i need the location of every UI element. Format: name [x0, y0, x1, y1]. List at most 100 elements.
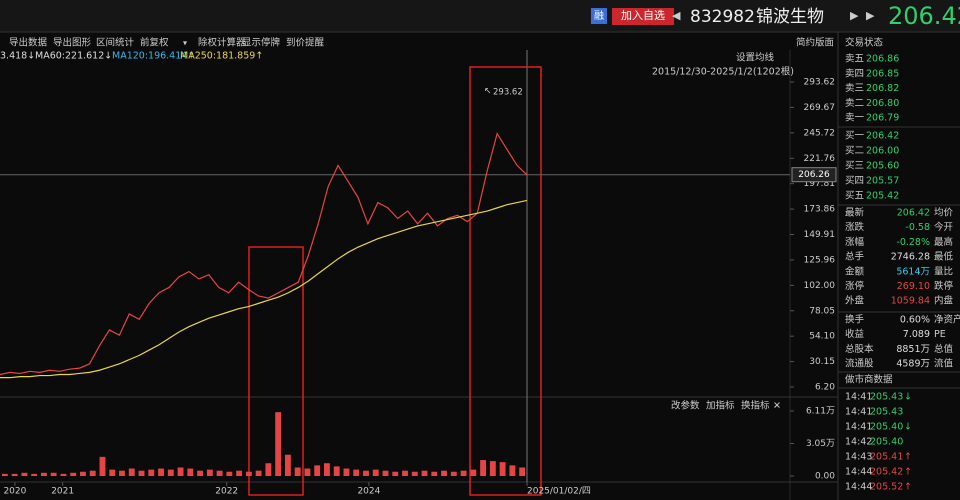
- highlight-box: [469, 66, 542, 496]
- volume-bar: [167, 469, 174, 476]
- x-tick-label: 2021: [51, 487, 74, 497]
- trade-arrow: ↑: [904, 482, 912, 493]
- toolbar-item[interactable]: 到价提醒: [286, 37, 325, 49]
- y-tick-label: 0.00: [815, 472, 835, 482]
- cursor-box: [791, 167, 837, 183]
- next-arrow[interactable]: ▶: [850, 9, 859, 22]
- y-tick-label: 149.91: [804, 230, 836, 240]
- y-tick-label: 245.72: [804, 128, 836, 138]
- volume-bar: [197, 470, 203, 476]
- stat-extra: 今开: [934, 221, 954, 233]
- volume-bar: [314, 465, 321, 476]
- next-arrow[interactable]: ▶: [866, 9, 875, 22]
- indicator-tool[interactable]: 改参数: [671, 400, 700, 412]
- toolbar-item[interactable]: 导出数据: [9, 37, 48, 49]
- order-price: 206.42: [866, 131, 899, 142]
- volume-bar: [499, 462, 506, 476]
- add-watchlist[interactable]: 加入自选: [621, 9, 665, 22]
- volume-bar: [60, 473, 67, 476]
- order-label: 卖一: [845, 113, 865, 124]
- stat-label: 外盘: [845, 295, 865, 307]
- stock-code: 832982: [690, 7, 755, 27]
- stat-extra: 流值: [934, 358, 954, 370]
- volume-bar: [109, 469, 116, 476]
- volume-bar: [489, 461, 496, 476]
- toolbar-item[interactable]: 导出图形: [53, 37, 92, 49]
- stat-extra: 总值: [934, 343, 954, 355]
- trade-price: 205.40: [870, 422, 903, 433]
- toolbar-item[interactable]: 区间统计: [96, 37, 135, 49]
- panel-title: 交易状态: [845, 37, 884, 49]
- ma-legend: MA250:181.859↑: [180, 51, 263, 62]
- ma-legend: MA60:221.612↓: [35, 51, 112, 62]
- stat-value: -0.28%: [896, 237, 930, 248]
- volume-bar: [187, 468, 194, 476]
- stat-value: 8851万: [896, 344, 930, 355]
- volume-bar: [402, 470, 408, 476]
- order-price: 206.86: [866, 54, 899, 65]
- layout-button[interactable]: 简约版面: [796, 37, 834, 49]
- trade-arrow: ↑: [904, 467, 912, 478]
- order-label: 买四: [845, 176, 864, 187]
- y-tick-label: 54.10: [809, 332, 835, 342]
- volume-bar: [284, 454, 291, 476]
- volume-bar: [158, 468, 164, 476]
- price-line: [0, 132, 528, 376]
- volume-bar: [343, 468, 350, 476]
- y-tick-label: 3.05万: [806, 439, 835, 449]
- order-price: 206.82: [866, 83, 899, 94]
- order-label: 买三: [845, 161, 864, 172]
- badge: 融: [594, 10, 604, 22]
- volume-bar: [70, 472, 77, 476]
- toolbar-item[interactable]: 显示停牌: [242, 37, 281, 49]
- volume-bar: [450, 471, 457, 476]
- volume-bar: [138, 470, 145, 476]
- ma-legend: 3.418↓: [0, 51, 35, 62]
- cursor-label: 206.26: [798, 170, 830, 180]
- stat-extra: 跌停: [934, 280, 954, 292]
- volume-bar: [99, 456, 106, 476]
- stat-value: 0.60%: [900, 315, 930, 326]
- y-tick-label: 78.05: [809, 306, 835, 316]
- trade-time: 14:41: [845, 407, 872, 418]
- trade-time: 14:44: [845, 482, 872, 493]
- volume-bar: [1, 473, 8, 476]
- volume-bar: [226, 471, 233, 476]
- stat-label: 总手: [845, 251, 865, 263]
- stat-value: -0.58: [905, 222, 930, 233]
- trade-time: 14:43: [845, 452, 872, 463]
- x-tick-label: 2025/01/02/四: [527, 487, 591, 497]
- dropdown-arrow[interactable]: ▾: [183, 39, 187, 48]
- volume-bar: [40, 472, 47, 476]
- prev-arrow[interactable]: ◀: [672, 9, 681, 22]
- volume-bar: [509, 465, 516, 476]
- stat-extra: 净资产: [934, 314, 960, 326]
- order-label: 卖三: [845, 83, 864, 94]
- volume-bar: [431, 471, 438, 476]
- volume-bar: [206, 469, 213, 476]
- stat-label: 涨停: [845, 280, 865, 292]
- volume-bar: [333, 466, 340, 476]
- button-bg[interactable]: [612, 8, 674, 25]
- indicator-tool[interactable]: 加指标: [706, 400, 735, 412]
- stat-label: 最新: [845, 207, 865, 219]
- toolbar-item[interactable]: 前复权: [140, 37, 169, 49]
- trade-price: 205.52: [870, 482, 903, 493]
- volume-bar: [245, 471, 252, 476]
- ma-settings[interactable]: 设置均线: [736, 52, 775, 64]
- volume-bar: [148, 469, 155, 476]
- indicator-tool[interactable]: ✕: [773, 401, 781, 412]
- order-price: 206.85: [866, 68, 899, 79]
- trade-price: 205.42: [870, 467, 903, 478]
- indicator-tool[interactable]: 换指标: [741, 400, 770, 412]
- order-label: 卖四: [845, 68, 864, 79]
- volume-bar: [275, 412, 282, 476]
- x-tick-label: 2020: [3, 487, 26, 497]
- trade-time: 14:42: [845, 437, 872, 448]
- order-price: 205.42: [866, 191, 899, 202]
- trade-price: 205.43: [870, 407, 903, 418]
- stat-label: 金额: [845, 265, 865, 277]
- stat-extra: 量比: [934, 265, 953, 277]
- volume-bar: [80, 471, 86, 476]
- toolbar-item[interactable]: 除权计算器: [198, 37, 246, 49]
